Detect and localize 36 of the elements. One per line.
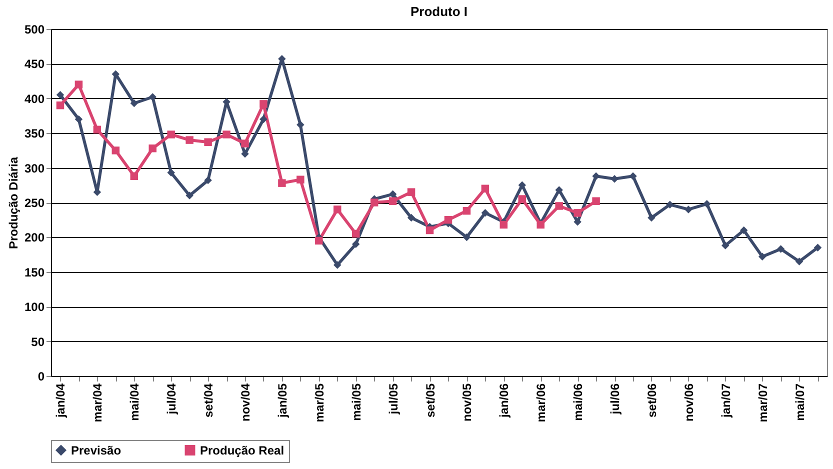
x-tick-label: jul/04: [164, 383, 179, 416]
y-tick-label: 250: [24, 196, 45, 210]
y-axis-title: Produção Diária: [6, 156, 20, 250]
x-tick-label: mar/06: [534, 383, 548, 422]
x-tick-label: jan/06: [497, 383, 512, 419]
y-tick-label: 300: [24, 161, 45, 176]
y-tick-label: 400: [24, 92, 45, 106]
x-tick-label: jul/05: [386, 383, 400, 416]
x-tick-label: mai/06: [571, 383, 586, 421]
x-tick-label: jul/06: [608, 383, 622, 416]
x-tick-label: mai/07: [792, 383, 807, 421]
x-tick-label: nov/06: [682, 383, 696, 422]
y-tick-label: 100: [24, 300, 45, 314]
legend-label: Produção Real: [200, 443, 284, 458]
x-tick-label: mai/04: [128, 383, 142, 421]
x-tick-label: mar/07: [756, 383, 770, 422]
y-tick-label: 500: [24, 22, 45, 36]
y-tick-label: 350: [24, 126, 45, 141]
x-tick-label: jan/05: [275, 383, 290, 419]
x-tick-label: mai/05: [349, 383, 364, 421]
x-tick-label: set/05: [423, 383, 438, 418]
x-tick-label: set/04: [202, 383, 216, 418]
x-tick-label: mar/04: [90, 383, 105, 422]
x-tick-label: nov/05: [460, 383, 474, 422]
y-tick-label: 0: [38, 370, 45, 384]
y-tick-label: 50: [31, 334, 45, 349]
y-tick-label: 150: [24, 265, 45, 280]
x-tick-label: jan/04: [54, 383, 68, 419]
chart-title: Produto I: [410, 4, 468, 19]
y-tick-label: 450: [24, 57, 45, 72]
x-tick-label: jan/07: [718, 383, 733, 419]
legend-label: Previsão: [71, 443, 122, 458]
x-tick-label: set/06: [644, 383, 659, 418]
x-tick-label: nov/04: [238, 383, 252, 422]
y-tick-label: 200: [24, 230, 45, 245]
x-tick-label: mar/05: [312, 383, 326, 422]
